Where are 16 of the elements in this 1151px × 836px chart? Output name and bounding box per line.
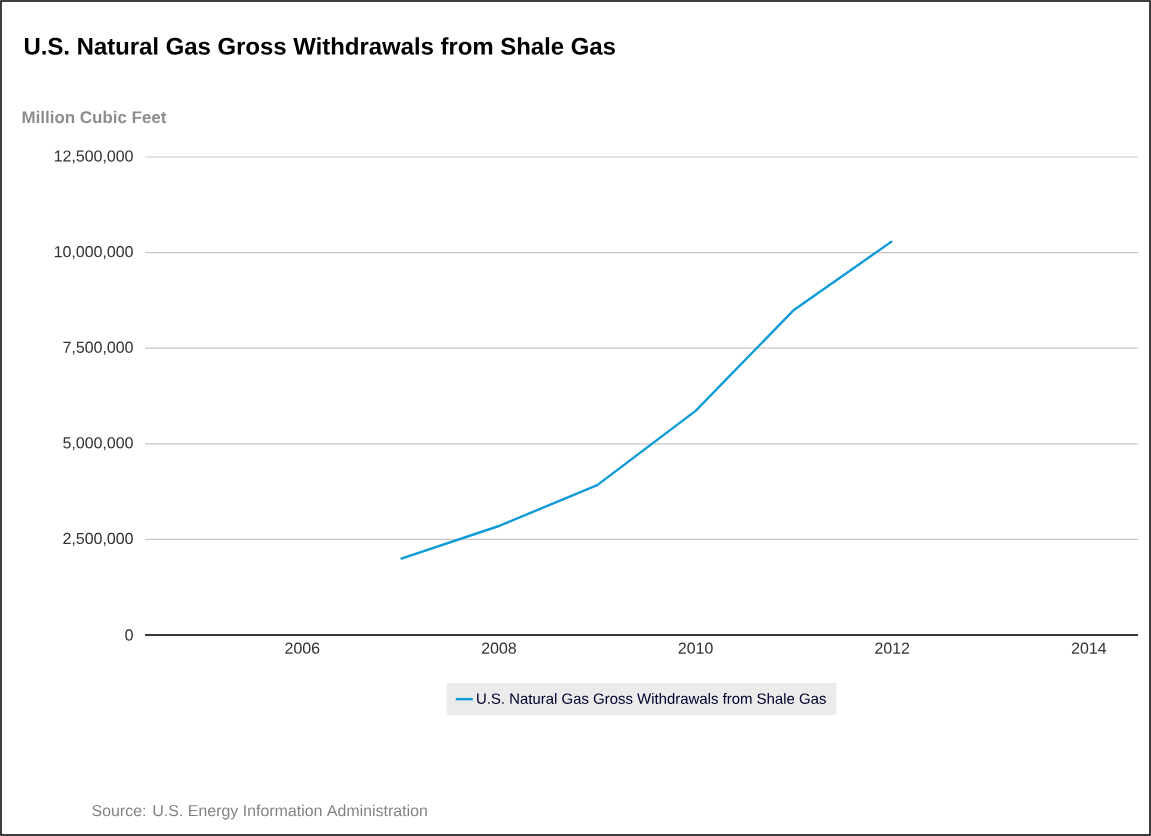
y-tick-label: 12,500,000 [54, 150, 133, 164]
y-axis-title: Million Cubic Feet [22, 110, 167, 124]
legend-label: U.S. Natural Gas Gross Withdrawals from Shale Gas [477, 692, 826, 704]
y-tick-label: 5,000,000 [63, 437, 133, 451]
line-series [399, 239, 894, 561]
y-tick-label: 2,500,000 [63, 532, 133, 546]
chart-title: U.S. Natural Gas Gross Withdrawals from Shale Gas [24, 37, 615, 55]
x-tick-label: 2012 [875, 642, 910, 654]
x-tick-label: 2010 [678, 642, 713, 654]
y-tick-label: 10,000,000 [54, 246, 133, 260]
y-tick-label: 0 [125, 629, 133, 641]
y-tick-label: 7,500,000 [63, 341, 133, 355]
x-tick-label: 2014 [1071, 642, 1107, 654]
source-note: Source: U.S. Energy Information Administration [92, 804, 427, 820]
x-tick-label: 2006 [285, 642, 320, 654]
x-tick-label: 2008 [482, 642, 516, 654]
